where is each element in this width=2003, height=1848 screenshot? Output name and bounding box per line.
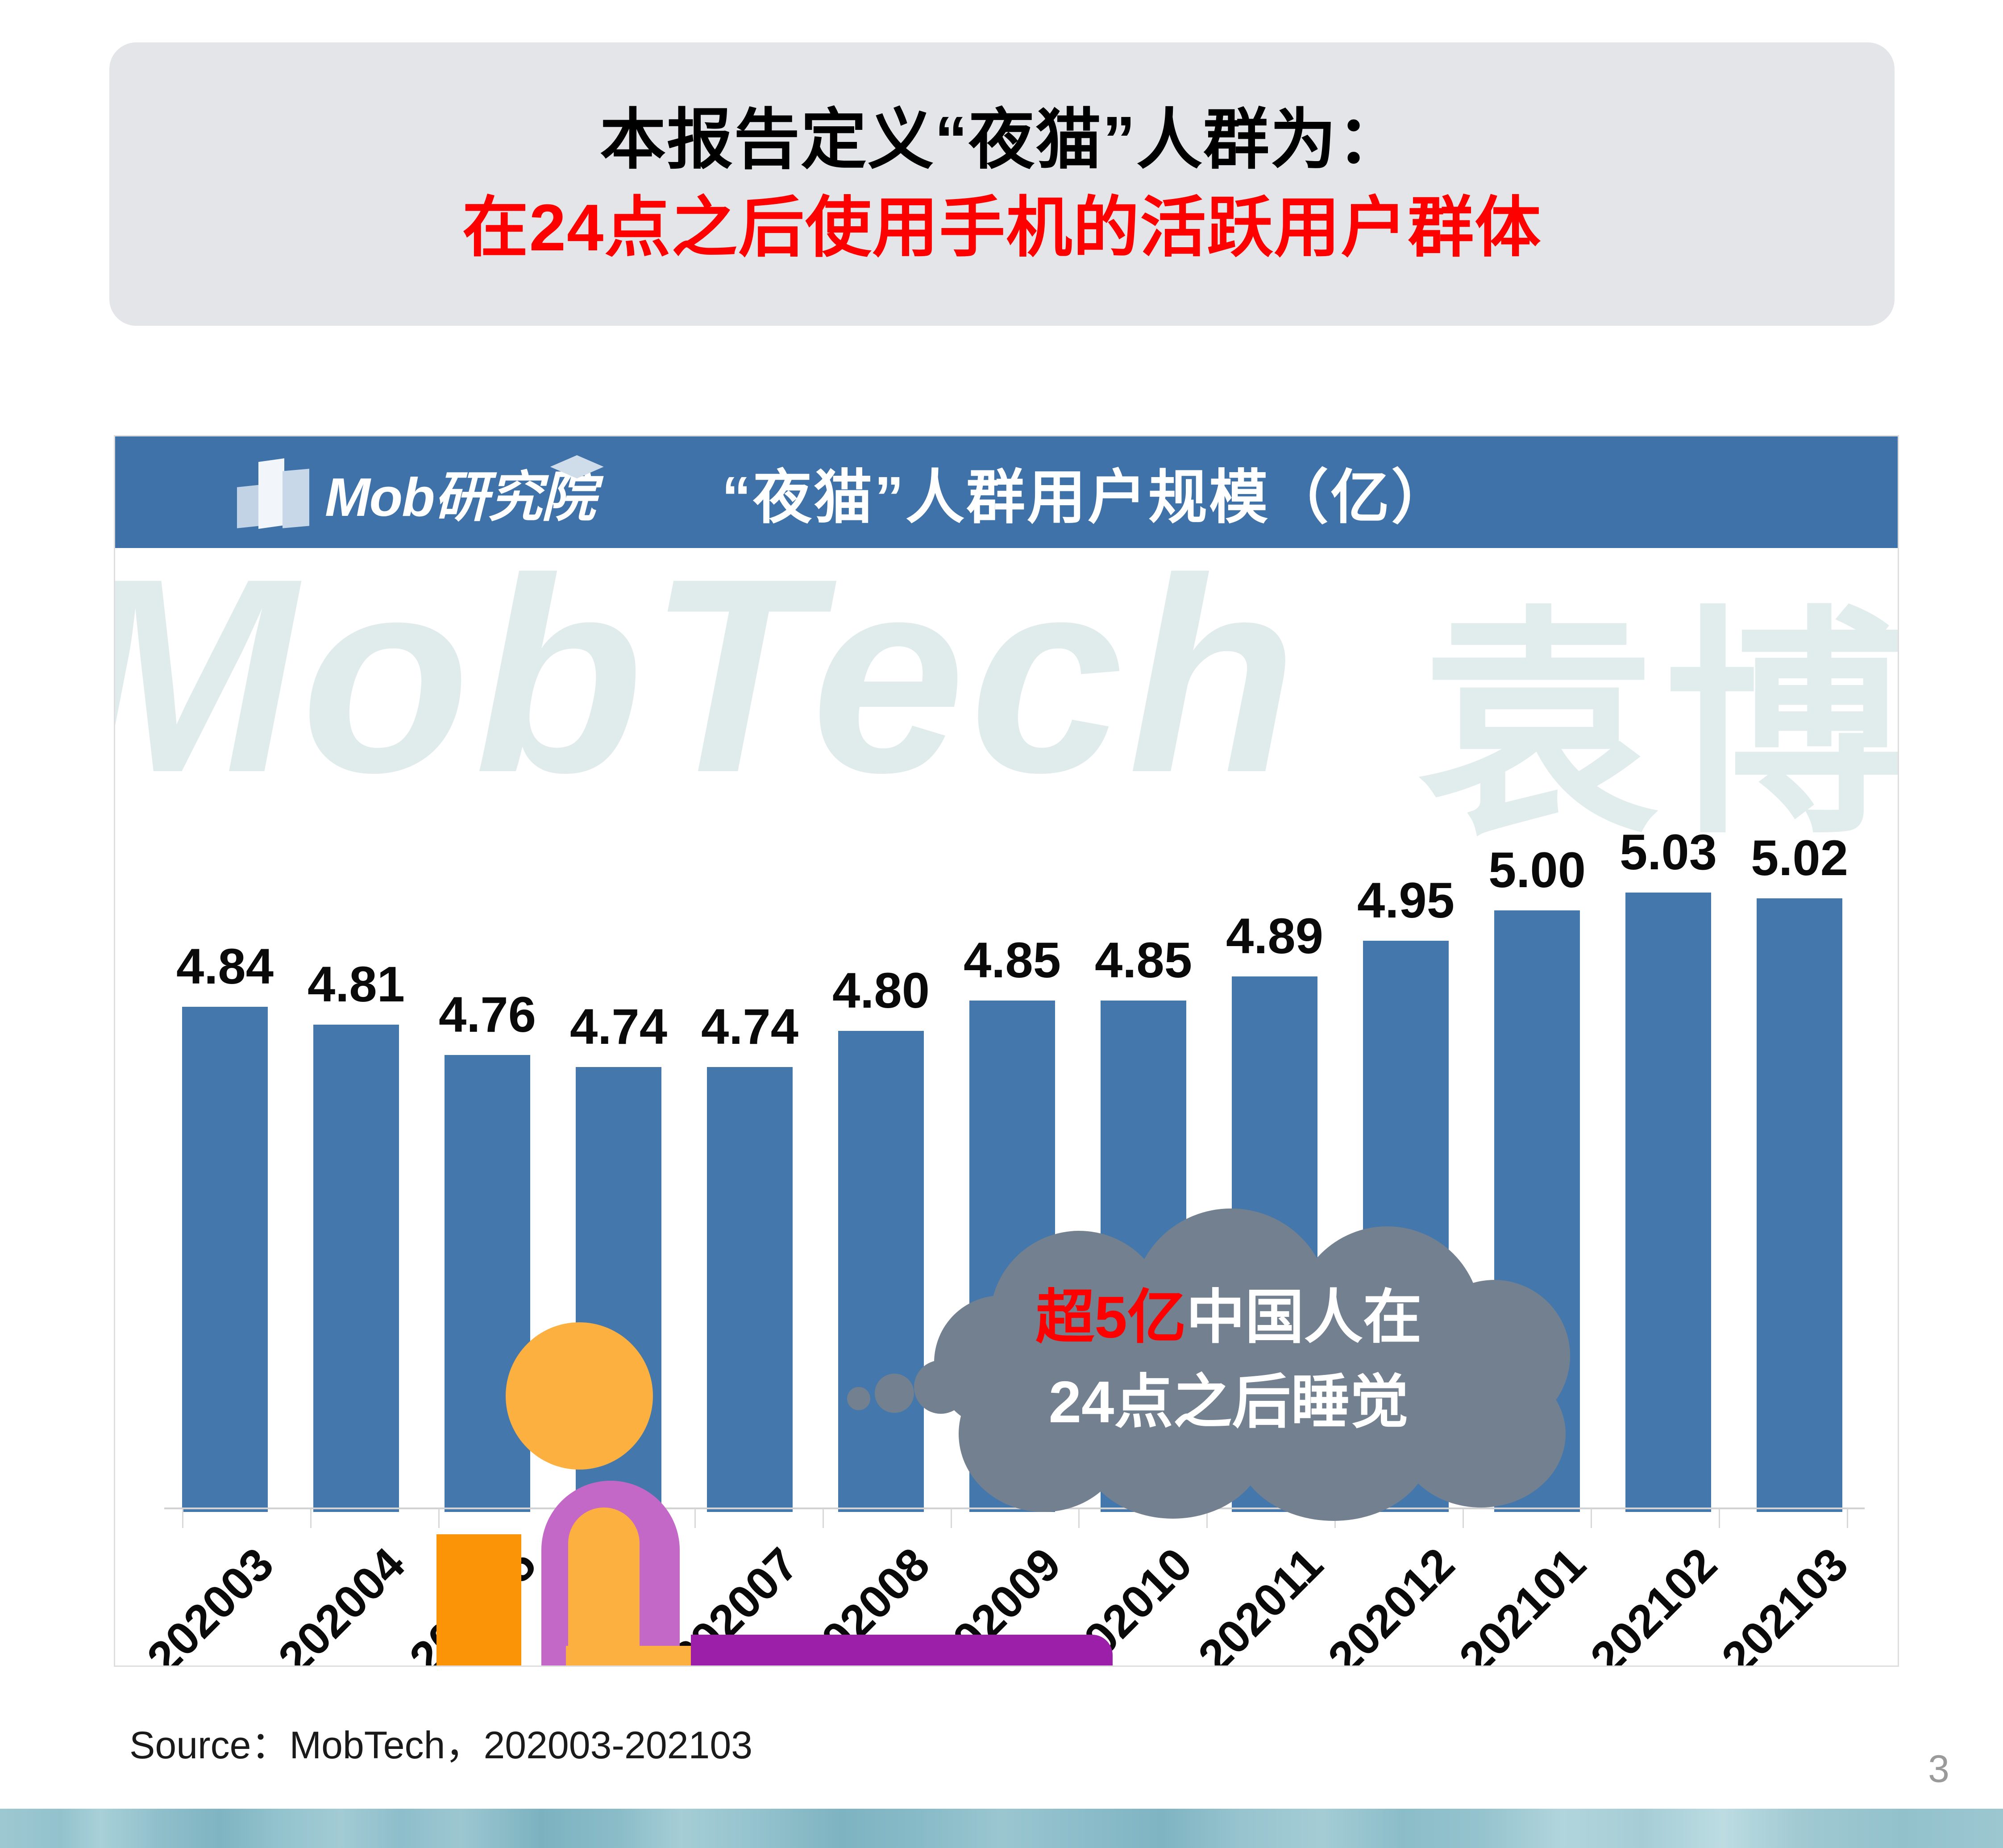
page-title-line1: 本报告定义“夜猫”人群为：	[600, 103, 1404, 177]
bar-value-label: 4.80	[832, 963, 930, 1018]
bar-value-label: 5.03	[1620, 824, 1717, 880]
x-axis-label: 202102	[1580, 1538, 1727, 1667]
axis-tick	[1078, 1509, 1080, 1528]
bar-column: 4.84	[176, 570, 274, 1512]
x-axis-label: 202011	[1189, 1538, 1333, 1667]
axis-tick	[951, 1509, 952, 1528]
bar-series: 4.84 4.81 4.76 4.74 4.74 4.80 4.85 4.85 4.89 4.95…	[164, 570, 1860, 1512]
bar-column: 5.03	[1620, 570, 1717, 1512]
bar	[445, 1055, 530, 1512]
bar-value-label: 5.00	[1488, 842, 1586, 898]
chart-card: Mob研究院 “夜猫”人群用户规模（亿） MobTech 袁博 4.84 4.81…	[114, 435, 1899, 1667]
bar-column: 4.81	[308, 570, 405, 1512]
bar-value-label: 4.74	[701, 999, 798, 1055]
bar-value-label: 4.76	[439, 987, 536, 1042]
blanket	[691, 1635, 1113, 1665]
page-title-line2: 在24点之后使用手机的活跃用户群体	[462, 191, 1542, 265]
x-axis-label: 202103	[1712, 1538, 1858, 1667]
chart-banner: Mob研究院 “夜猫”人群用户规模（亿）	[115, 436, 1898, 548]
x-axis-label: 202004	[268, 1538, 415, 1667]
logo-label: Mob研究院	[325, 466, 596, 527]
bubble-body	[968, 1280, 1494, 1472]
axis-tick	[1463, 1509, 1464, 1528]
callout-line1-rest: 中国人在	[1186, 1284, 1422, 1350]
bar-column: 5.02	[1751, 570, 1848, 1512]
bar-value-label: 4.85	[964, 932, 1061, 988]
axis-tick	[1719, 1509, 1720, 1528]
bar-value-label: 4.81	[308, 956, 405, 1012]
chart-title: “夜猫”人群用户规模（亿）	[722, 464, 1452, 530]
bed-headboard	[436, 1534, 521, 1665]
bottom-accent-bar	[0, 1809, 2003, 1848]
x-label-slot: 202102	[1581, 1530, 1727, 1665]
x-label-slot: 202103	[1712, 1530, 1858, 1665]
bar-value-label: 4.74	[570, 999, 667, 1055]
bar-column: 4.74	[701, 570, 798, 1512]
bar	[182, 1007, 268, 1512]
x-label-slot: 202012	[1318, 1530, 1464, 1665]
x-axis-line	[164, 1507, 1865, 1509]
axis-tick	[823, 1509, 824, 1528]
bar-value-label: 4.85	[1095, 932, 1192, 988]
axis-tick	[1847, 1509, 1848, 1528]
thought-puff-medium	[875, 1374, 914, 1413]
callout-line2: 24点之后睡觉	[1048, 1369, 1409, 1435]
bar	[1625, 893, 1711, 1512]
axis-tick	[1206, 1509, 1208, 1528]
thought-bubble: 超5亿中国人在 24点之后睡觉	[847, 1208, 1592, 1525]
x-label-slot: 202101	[1450, 1530, 1596, 1665]
x-axis-label: 202012	[1318, 1538, 1465, 1667]
callout-highlight: 超5亿	[1035, 1284, 1186, 1350]
bar-value-label: 4.84	[176, 939, 274, 994]
bar-column: 4.80	[832, 570, 930, 1512]
bar	[313, 1025, 399, 1512]
bar-value-label: 4.89	[1226, 908, 1323, 964]
bar-value-label: 5.02	[1751, 830, 1848, 886]
person-head	[506, 1322, 653, 1470]
person-in-bed-illustration	[432, 1302, 1155, 1665]
x-label-slot: 202011	[1189, 1530, 1333, 1665]
title-panel: 本报告定义“夜猫”人群为： 在24点之后使用手机的活跃用户群体	[109, 42, 1895, 326]
person-upper-arm	[568, 1507, 640, 1665]
bar	[707, 1067, 793, 1512]
plot-area: 4.84 4.81 4.76 4.74 4.74 4.80 4.85 4.85 4.89 4.95…	[164, 570, 1860, 1512]
x-label-slot: 202004	[269, 1530, 415, 1665]
axis-tick	[1591, 1509, 1592, 1528]
thought-puff-small	[847, 1387, 870, 1410]
axis-tick	[310, 1509, 312, 1528]
bar-column: 4.76	[439, 570, 536, 1512]
bar	[1757, 898, 1842, 1512]
x-label-slot: 202003	[137, 1530, 283, 1665]
bar	[838, 1031, 924, 1512]
bubble-text: 超5亿中国人在 24点之后睡觉	[865, 1279, 1592, 1440]
x-axis-label: 202101	[1449, 1538, 1596, 1667]
axis-tick	[182, 1509, 183, 1528]
axis-tick	[694, 1509, 696, 1528]
bar-value-label: 4.95	[1357, 872, 1454, 928]
page-number: 3	[1928, 1748, 1949, 1790]
x-axis-label: 202003	[137, 1538, 284, 1667]
source-note: Source：MobTech，202003-202103	[129, 1724, 753, 1767]
axis-tick	[438, 1509, 440, 1528]
